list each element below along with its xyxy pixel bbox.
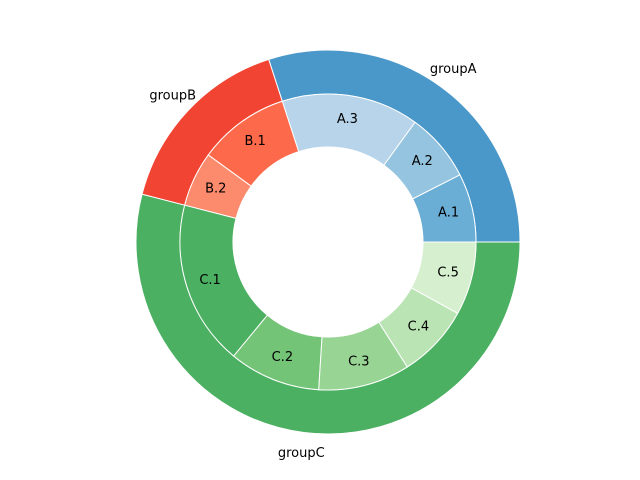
inner-label-c-3: C.3 [348,355,369,370]
outer-label-groupc: groupC [278,446,325,461]
inner-label-a-2: A.2 [412,154,433,169]
inner-wedge-c-5 [410,241,477,314]
inner-label-c-1: C.1 [199,273,220,288]
inner-ring [179,93,477,391]
outer-label-groupb: groupB [149,89,196,104]
inner-label-c-2: C.2 [272,350,293,365]
labels: groupA groupB groupC A.1 A.2 A.3 B.1 B.2 C.1 C.2 C… [149,62,476,461]
inner-label-c-5: C.5 [437,265,458,280]
outer-label-groupa: groupA [430,62,477,77]
inner-label-a-1: A.1 [438,206,459,221]
inner-label-a-3: A.3 [337,112,358,127]
outer-ring [135,49,521,435]
inner-label-b-2: B.2 [205,182,226,197]
inner-label-b-1: B.1 [244,134,265,149]
inner-label-c-4: C.4 [408,319,429,334]
